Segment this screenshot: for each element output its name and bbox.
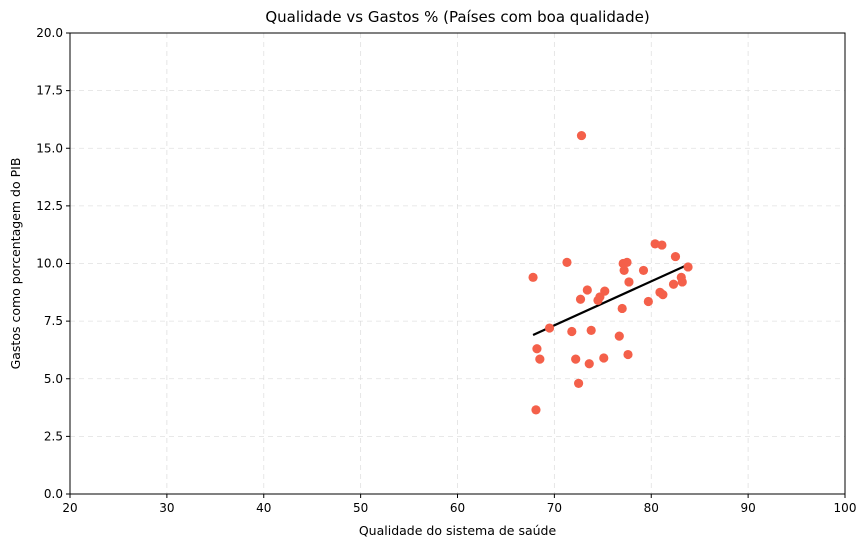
data-point <box>582 285 592 295</box>
data-point <box>624 277 634 287</box>
ticks-layer: 20 30 40 50 60 70 80 90 100 0.0 2.5 5.0 7.5 10.0 12.5 1… <box>36 26 856 515</box>
data-point <box>528 272 538 282</box>
data-point <box>670 251 681 262</box>
data-point <box>668 279 679 289</box>
data-point <box>532 344 542 354</box>
data-point <box>614 331 624 341</box>
data-point <box>650 239 660 249</box>
data-point <box>567 326 577 337</box>
x-tick-label: 90 <box>740 501 755 515</box>
y-tick-label: 10.0 <box>36 257 63 271</box>
chart-title: Qualidade vs Gastos % (Países com boa qu… <box>265 8 649 26</box>
data-point <box>677 277 687 287</box>
data-point <box>658 290 668 300</box>
trend-layer <box>532 263 689 336</box>
x-tick-label: 80 <box>644 501 659 515</box>
data-point <box>599 353 609 363</box>
data-point <box>575 294 586 304</box>
x-tick-label: 100 <box>834 501 857 515</box>
data-point <box>576 130 587 141</box>
data-point <box>619 265 629 276</box>
data-point <box>531 405 541 415</box>
data-point <box>544 323 555 333</box>
data-point <box>638 265 649 276</box>
data-point <box>571 354 581 364</box>
data-point <box>586 325 596 335</box>
data-point <box>622 257 632 267</box>
data-point <box>657 240 667 250</box>
y-tick-label: 5.0 <box>44 372 63 386</box>
data-point <box>573 378 584 388</box>
data-point <box>683 262 693 272</box>
data-point <box>584 359 594 369</box>
data-point <box>535 354 545 364</box>
trend-line <box>532 263 689 336</box>
y-axis-label: Gastos como porcentagem do PIB <box>8 158 23 370</box>
y-tick-label: 20.0 <box>36 26 63 40</box>
grid-layer <box>69 32 846 495</box>
x-tick-label: 20 <box>62 501 77 515</box>
y-tick-label: 17.5 <box>36 84 63 98</box>
y-tick-label: 0.0 <box>44 487 63 501</box>
data-point <box>643 296 653 307</box>
y-tick-label: 7.5 <box>44 314 63 328</box>
x-tick-label: 60 <box>450 501 465 515</box>
data-point <box>623 349 633 360</box>
x-tick-label: 30 <box>159 501 174 515</box>
x-tick-label: 70 <box>547 501 562 515</box>
y-tick-label: 15.0 <box>36 141 63 155</box>
data-point <box>562 257 572 267</box>
x-tick-label: 40 <box>256 501 271 515</box>
points-layer <box>528 130 693 415</box>
x-axis-label: Qualidade do sistema de saúde <box>359 523 557 538</box>
x-tick-label: 50 <box>353 501 368 515</box>
data-point <box>600 286 610 296</box>
y-tick-label: 2.5 <box>44 429 63 443</box>
y-tick-label: 12.5 <box>36 199 63 213</box>
data-point <box>617 303 627 314</box>
